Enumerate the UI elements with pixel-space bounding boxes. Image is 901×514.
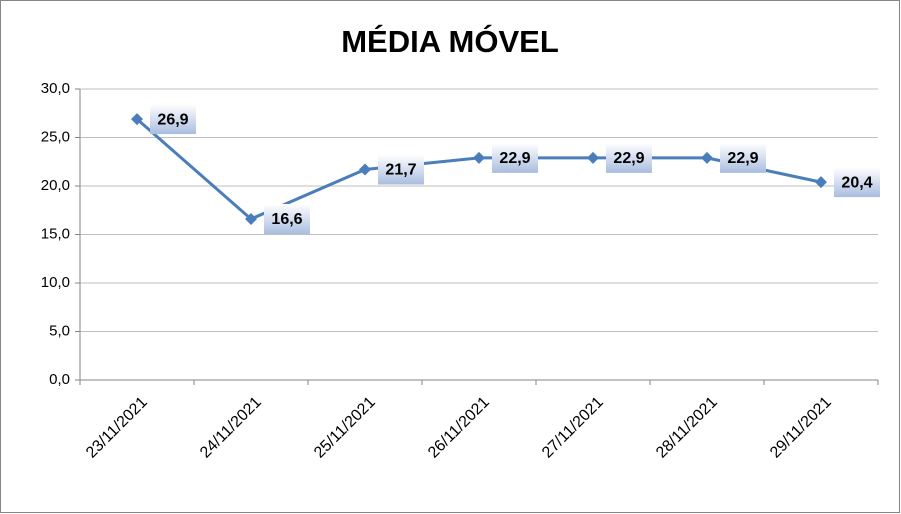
marker bbox=[587, 151, 599, 164]
data-label: 26,9 bbox=[150, 104, 196, 135]
data-label: 22,9 bbox=[720, 142, 766, 173]
data-label-text: 22,9 bbox=[613, 150, 644, 167]
data-label-text: 22,9 bbox=[727, 150, 758, 167]
data-label: 22,9 bbox=[492, 142, 538, 173]
data-label: 22,9 bbox=[606, 142, 652, 173]
data-label-box bbox=[492, 142, 538, 173]
data-label: 21,7 bbox=[378, 154, 424, 185]
y-tick-label: 25,0 bbox=[41, 128, 70, 145]
y-tick-label: 10,0 bbox=[41, 274, 70, 291]
marker bbox=[359, 163, 371, 176]
y-tick-label: 0,0 bbox=[49, 371, 70, 388]
data-label-text: 26,9 bbox=[157, 111, 188, 128]
marker bbox=[815, 176, 827, 189]
marker bbox=[245, 212, 257, 225]
marker bbox=[701, 151, 713, 164]
y-tick-label: 5,0 bbox=[49, 322, 70, 339]
data-label-text: 20,4 bbox=[841, 174, 872, 191]
data-label-box bbox=[150, 104, 196, 135]
marker bbox=[131, 113, 143, 126]
marker bbox=[473, 151, 485, 164]
data-label-box bbox=[378, 154, 424, 185]
y-tick-label: 15,0 bbox=[41, 225, 70, 242]
data-label-box bbox=[720, 142, 766, 173]
data-label-box bbox=[264, 203, 310, 234]
data-label: 20,4 bbox=[834, 167, 880, 198]
data-label: 16,6 bbox=[264, 203, 310, 234]
data-label-text: 16,6 bbox=[271, 211, 302, 228]
data-label-box bbox=[606, 142, 652, 173]
y-tick-label: 30,0 bbox=[41, 80, 70, 97]
data-label-text: 21,7 bbox=[385, 162, 416, 179]
chart-title: MÉDIA MÓVEL bbox=[341, 23, 559, 59]
data-label-text: 22,9 bbox=[499, 150, 530, 167]
data-label-box bbox=[834, 167, 880, 198]
y-tick-label: 20,0 bbox=[41, 177, 70, 194]
